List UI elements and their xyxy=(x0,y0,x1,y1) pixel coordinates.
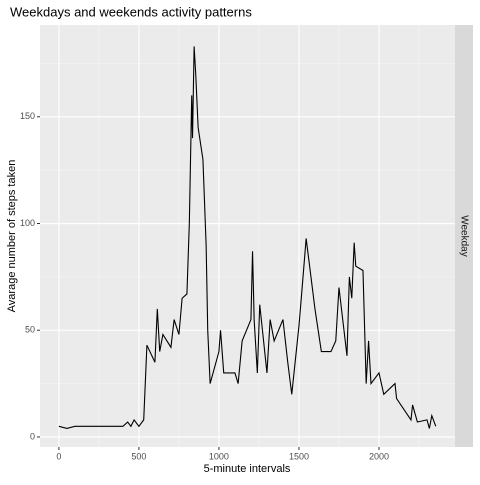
panel xyxy=(40,25,455,447)
chart-title: Weekdays and weekends activity patterns xyxy=(10,4,252,19)
data-line xyxy=(58,46,437,429)
x-tick-label: 500 xyxy=(131,451,146,461)
y-tick-label: 150 xyxy=(20,111,35,121)
y-axis-label: Avarage number of steps taken xyxy=(6,160,18,313)
y-tick-label: 0 xyxy=(30,431,35,441)
y-tick-label: 50 xyxy=(25,325,35,335)
x-tick-label: 0 xyxy=(56,451,61,461)
x-axis-label: 5-minute intervals xyxy=(204,463,291,475)
x-tick-label: 1000 xyxy=(209,451,229,461)
strip xyxy=(455,25,473,447)
strip-label: Weekday xyxy=(458,215,469,257)
y-tick-label: 100 xyxy=(20,218,35,228)
x-tick-label: 2000 xyxy=(369,451,389,461)
x-tick-label: 1500 xyxy=(289,451,309,461)
